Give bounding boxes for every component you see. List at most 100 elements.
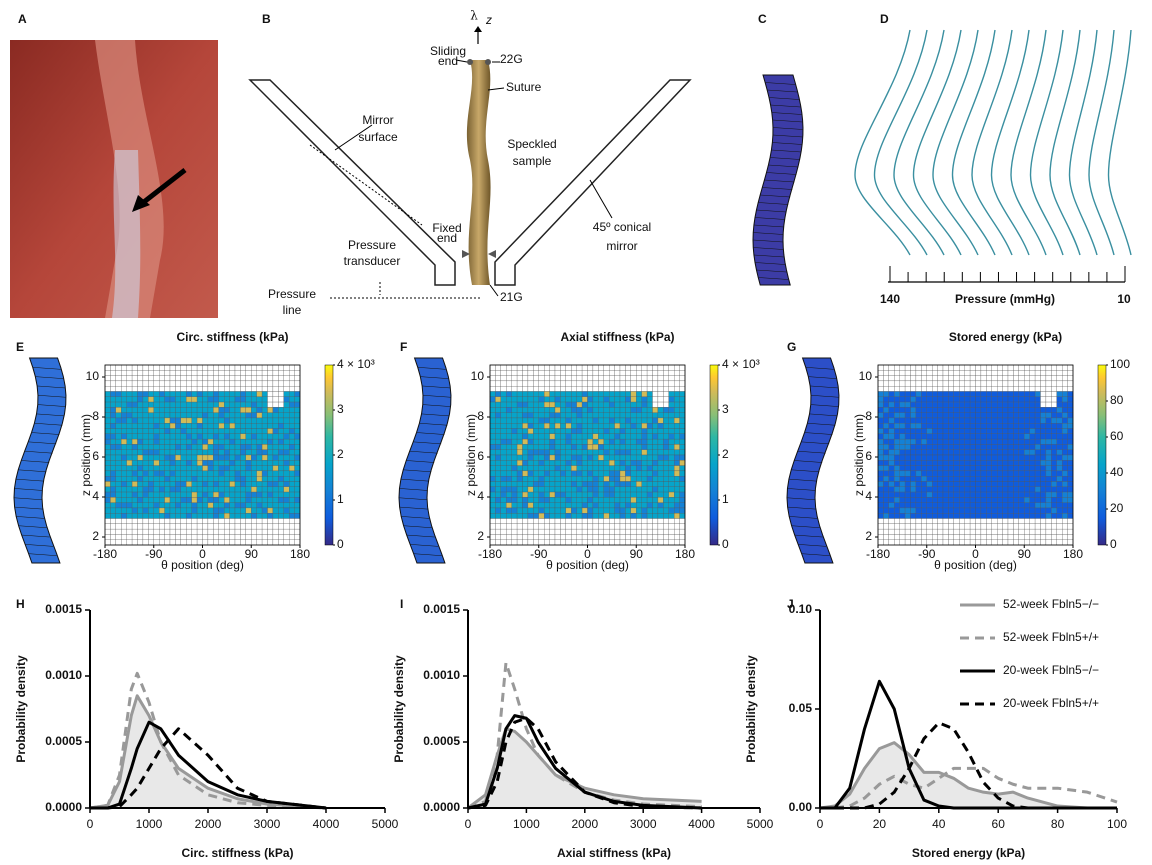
cell: [186, 491, 192, 498]
cell: [516, 433, 523, 440]
cell: [272, 507, 279, 514]
cell: [663, 449, 669, 456]
cell: [657, 423, 664, 429]
cell: [565, 380, 572, 387]
cell: [899, 391, 906, 397]
cell: [877, 449, 884, 456]
cell: [533, 396, 539, 403]
cell: [614, 481, 621, 487]
cell: [598, 370, 604, 376]
cell: [186, 502, 192, 509]
cell: [153, 386, 160, 392]
cell: [915, 444, 922, 450]
cell: [581, 460, 588, 466]
cell: [1002, 370, 1009, 376]
cell: [986, 491, 992, 498]
cell: [164, 486, 171, 493]
cell: [1018, 380, 1025, 387]
cell: [1067, 401, 1074, 408]
cell: [603, 364, 610, 371]
cell: [153, 370, 160, 376]
cell: [904, 528, 911, 535]
x-tick-label: 80: [1051, 817, 1065, 831]
cell: [636, 486, 642, 493]
cell: [942, 513, 949, 519]
cell: [1051, 470, 1057, 477]
cell: [522, 370, 529, 376]
cell: [202, 407, 209, 413]
leader: [489, 284, 499, 297]
cell: [533, 438, 539, 445]
cell: [121, 502, 127, 509]
cell: [544, 539, 550, 546]
cell: [169, 465, 176, 472]
cell: [657, 470, 664, 477]
cell: [894, 386, 900, 392]
cell: [169, 449, 176, 456]
cell: [641, 454, 648, 461]
cell: [186, 386, 192, 392]
cell: [256, 401, 263, 408]
cell: [964, 470, 971, 477]
cell: [904, 391, 911, 397]
cell: [202, 391, 209, 397]
cell: [511, 396, 518, 403]
cell: [932, 364, 938, 371]
cell: [234, 412, 241, 419]
cell: [926, 476, 933, 482]
cell: [261, 491, 268, 498]
cell: [278, 380, 284, 387]
cell: [576, 438, 583, 445]
cell: [1029, 375, 1036, 382]
cell: [240, 518, 246, 524]
cell: [554, 534, 561, 540]
cell: [646, 407, 653, 413]
cell: [910, 396, 917, 403]
cell: [986, 539, 992, 546]
cell: [240, 470, 246, 477]
cell: [953, 391, 960, 397]
cell: [609, 465, 615, 472]
cell: [554, 391, 561, 397]
cell: [937, 386, 944, 392]
cell: [218, 460, 225, 466]
cell: [581, 423, 588, 429]
cell: [652, 523, 659, 530]
cell: [538, 481, 545, 487]
cell: [213, 417, 219, 424]
cell: [104, 417, 111, 424]
pressure-curve: [1010, 29, 1047, 256]
cell: [234, 396, 241, 403]
cell: [986, 364, 992, 371]
cell: [910, 401, 917, 408]
cell: [207, 412, 214, 419]
cell: [495, 507, 501, 514]
cell: [959, 534, 965, 540]
cell: [630, 412, 637, 419]
cell: [164, 444, 171, 450]
cell: [251, 513, 257, 519]
cell: [294, 491, 301, 498]
cell: [245, 513, 252, 519]
cell: [272, 476, 279, 482]
cell: [267, 507, 274, 514]
cell: [267, 433, 274, 440]
cell: [131, 438, 138, 445]
cell: [625, 407, 631, 413]
cell: [969, 518, 976, 524]
cell: [1067, 476, 1074, 482]
cell: [598, 481, 604, 487]
cell: [1034, 417, 1041, 424]
cell: [603, 428, 610, 434]
cell: [646, 502, 653, 509]
cell: [1002, 539, 1009, 546]
cell: [549, 502, 556, 509]
cell: [1045, 481, 1052, 487]
cell: [948, 502, 954, 509]
cell: [1067, 449, 1074, 456]
cell: [1024, 386, 1030, 392]
cell: [959, 423, 965, 429]
label: Sliding: [430, 44, 466, 58]
cell: [888, 470, 895, 477]
cell: [1029, 428, 1036, 434]
